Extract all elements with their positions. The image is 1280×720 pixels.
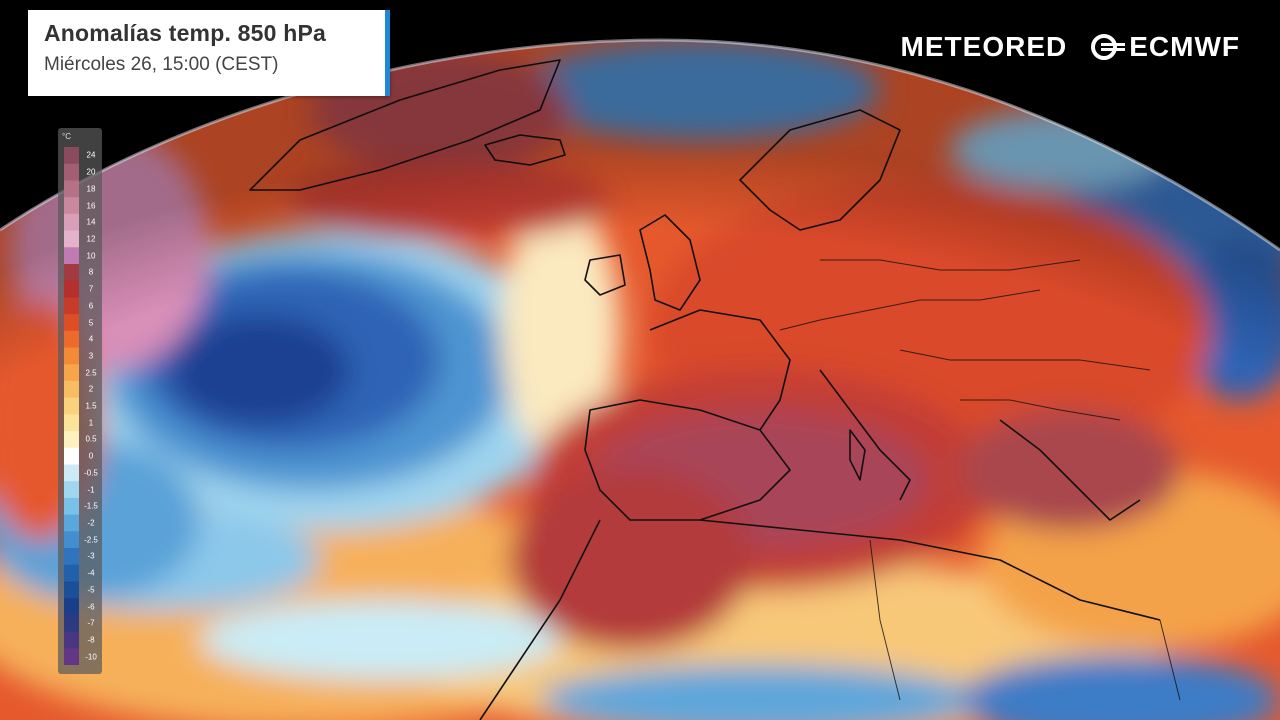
legend-swatch	[64, 598, 79, 616]
legend-swatch	[64, 197, 79, 215]
legend-label: -7	[87, 618, 95, 628]
legend-swatch	[64, 447, 79, 465]
legend-swatch	[64, 531, 79, 549]
legend-label: -3	[87, 551, 95, 561]
title-box: Anomalías temp. 850 hPa Miércoles 26, 15…	[28, 10, 390, 96]
legend-label: 0	[88, 451, 94, 461]
legend-label: -4	[87, 568, 95, 578]
legend-swatch	[64, 397, 79, 415]
legend-swatch	[64, 247, 79, 265]
legend-label: 4	[88, 334, 94, 344]
legend-label: 1.5	[85, 401, 97, 411]
legend-swatch	[64, 648, 79, 665]
ecmwf-logo: ECMWF	[1091, 31, 1240, 63]
map-title: Anomalías temp. 850 hPa	[44, 20, 326, 46]
legend-label: 14	[86, 217, 96, 227]
ecmwf-icon	[1091, 34, 1126, 60]
legend-swatch	[64, 263, 79, 282]
legend-swatch	[64, 147, 79, 165]
legend-swatch	[64, 230, 79, 248]
legend-label: -2.5	[84, 535, 98, 545]
legend-label: -1.5	[84, 501, 98, 511]
legend-swatch	[64, 581, 79, 599]
legend-label: 0.5	[85, 434, 97, 444]
legend-label: -6	[87, 602, 95, 611]
legend-swatch	[64, 213, 79, 232]
legend-swatch	[64, 330, 79, 349]
legend-label: 6	[88, 301, 94, 311]
legend-swatch	[64, 514, 79, 532]
legend-swatch	[64, 631, 79, 649]
legend-label: 18	[86, 184, 96, 194]
legend-label: 10	[86, 251, 96, 261]
legend-swatch	[64, 347, 79, 365]
legend-label: -2	[87, 518, 95, 528]
legend-swatch	[64, 380, 79, 399]
legend-swatch	[64, 497, 79, 516]
legend-swatch	[64, 548, 79, 566]
ecmwf-text: ECMWF	[1129, 31, 1240, 62]
legend-swatch	[64, 564, 79, 582]
legend-swatch	[64, 280, 79, 298]
legend-unit: °C	[62, 132, 71, 141]
legend-swatch	[64, 297, 79, 315]
legend-swatch	[64, 481, 79, 499]
legend-swatch	[64, 364, 79, 382]
legend-label: -8	[87, 635, 95, 645]
meteored-logo: METEORED	[900, 31, 1068, 62]
legend-label: -1	[87, 485, 95, 494]
legend-swatch	[64, 414, 79, 432]
legend-label: 16	[86, 201, 96, 210]
legend-label: -5	[87, 585, 95, 595]
legend-label: 1	[88, 418, 94, 428]
legend-label: -10	[85, 652, 97, 662]
legend-label: -0.5	[84, 468, 98, 478]
legend-swatch	[64, 180, 79, 198]
globe-limb	[0, 38, 1280, 252]
map-subtitle: Miércoles 26, 15:00 (CEST)	[44, 54, 279, 75]
legend-color-bar	[64, 147, 79, 665]
legend-label: 3	[88, 351, 94, 361]
legend-swatch	[64, 163, 79, 181]
legend-swatch	[64, 614, 79, 633]
legend-swatch	[64, 464, 79, 482]
legend-label: 5	[88, 318, 94, 327]
legend-label: 2	[88, 384, 94, 394]
legend-label: 20	[86, 167, 96, 177]
legend-label: 8	[88, 267, 94, 277]
legend-label: 7	[88, 284, 94, 294]
logos: METEORED ECMWF	[901, 31, 1240, 63]
color-legend: °C 24 20 18 16 14 12 10 8 7 6 5 4 3 2.5 2 1.5 1 0.5 0 -0.5 -…	[58, 128, 102, 674]
legend-swatch	[64, 431, 79, 449]
legend-label: 2.5	[85, 368, 97, 378]
legend-swatch	[64, 314, 79, 332]
legend-label: 24	[86, 150, 96, 160]
legend-label: 12	[86, 234, 96, 244]
